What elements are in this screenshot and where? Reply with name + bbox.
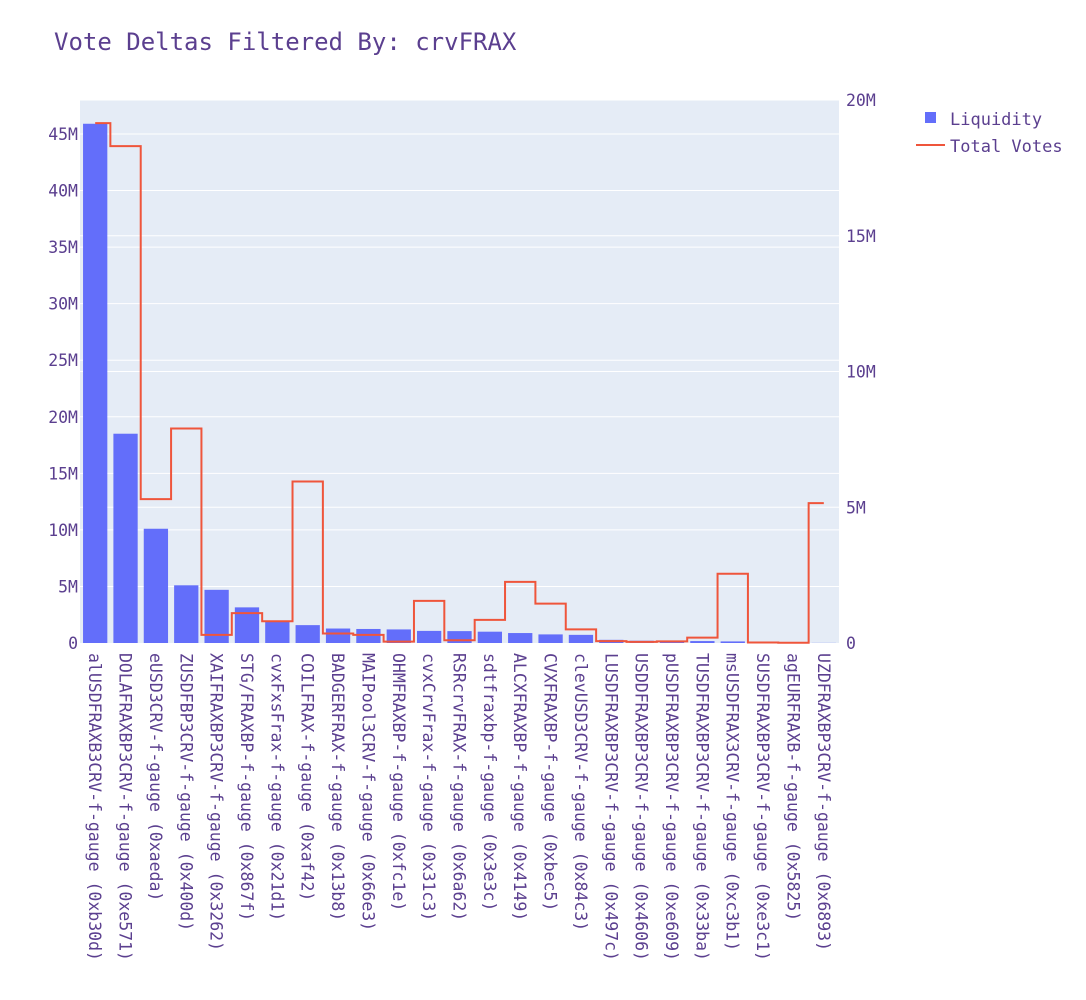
- x-tick-label: XAIFRAXBP3CRV-f-gauge (0x3262): [207, 653, 226, 951]
- y2-tick-label: 10M: [846, 363, 876, 382]
- liquidity-bar: [265, 621, 290, 643]
- total-votes-line: [95, 122, 824, 644]
- x-tick-label: USDDFRAXBP3CRV-f-gauge (0x4606): [632, 653, 651, 961]
- y-tick-label: 15M: [48, 464, 78, 483]
- y-tick-label: 20M: [48, 408, 78, 427]
- liquidity-bar: [720, 641, 745, 643]
- x-tick-label: alUSDFRAXB3CRV-f-gauge (0xb30d): [85, 653, 104, 961]
- grid: [80, 99, 839, 587]
- liquidity-bar: [325, 628, 351, 643]
- liquidity-bar: [447, 631, 472, 643]
- x-tick-label: OHMFRAXBP-f-gauge (0xfc1e): [389, 653, 408, 911]
- x-tick-label: cvxCrvFrax-f-gauge (0x31c3): [419, 653, 438, 921]
- bars: [83, 123, 836, 644]
- liquidity-bar: [83, 123, 108, 644]
- x-tick-label: agEURFRAXB-f-gauge (0x5825): [783, 653, 802, 921]
- x-tick-label: TUSDFRAXBP3CRV-f-gauge (0x33ba): [692, 653, 711, 961]
- liquidity-bar: [113, 433, 138, 643]
- y-tick-label: 40M: [48, 182, 78, 201]
- y2-tick-label: 5M: [846, 498, 866, 517]
- y2-tick-label: 0: [846, 634, 856, 653]
- x-tick-label: COILFRAX-f-gauge (0xaf42): [298, 653, 317, 901]
- y2-tick-label: 20M: [846, 91, 876, 110]
- x-tick-label: cvxFxsFrax-f-gauge (0x21d1): [267, 653, 286, 921]
- x-tick-label: sdtfraxbp-f-gauge (0x3e3c): [480, 653, 499, 911]
- x-tick-label: BADGERFRAX-f-gauge (0x13b8): [328, 653, 347, 921]
- x-tick-label: MAIPool3CRV-f-gauge (0x66e3): [358, 653, 377, 931]
- liquidity-bar: [386, 629, 411, 643]
- legend-total-votes-label[interactable]: Total Votes: [950, 137, 1063, 157]
- y-axis-ticks: 0 5M 10M 15M 20M 25M 30M 35M 40M 45M: [48, 125, 78, 653]
- x-tick-label: CVXFRAXBP-f-gauge (0xbec5): [541, 653, 560, 911]
- x-tick-label: clevUSD3CRV-f-gauge (0x84c3): [571, 653, 590, 931]
- chart-title: Vote Deltas Filtered By: crvFRAX: [54, 28, 517, 56]
- y2-tick-label: 15M: [846, 227, 876, 246]
- y-tick-label: 25M: [48, 351, 78, 370]
- y-tick-label: 5M: [58, 577, 78, 596]
- liquidity-bar: [356, 628, 381, 643]
- x-tick-label: ALCXFRAXBP-f-gauge (0x4149): [510, 653, 529, 921]
- liquidity-bar: [508, 633, 533, 643]
- total-votes-line-group: [95, 122, 824, 644]
- x-tick-label: RSRcrvFRAX-f-gauge (0x6a62): [450, 653, 469, 921]
- liquidity-bar: [538, 634, 563, 643]
- liquidity-bar: [568, 634, 594, 643]
- liquidity-bar: [295, 625, 320, 643]
- y-tick-label: 35M: [48, 238, 78, 257]
- x-tick-label: msUSDFRAX3CRV-f-gauge (0xc3b1): [723, 653, 742, 951]
- x-tick-label: DOLAFRAXBP3CRV-f-gauge (0xe571): [116, 653, 135, 961]
- legend-liquidity-swatch[interactable]: [925, 112, 936, 123]
- x-tick-label: STG/FRAXBP-f-gauge (0x867f): [237, 653, 256, 921]
- liquidity-bar: [174, 585, 199, 643]
- x-tick-label: UZDFRAXBP3CRV-f-gauge (0x6893): [814, 653, 833, 951]
- liquidity-bar: [143, 528, 169, 643]
- y2-axis-ticks: 0 5M 10M 15M 20M: [846, 91, 876, 653]
- y-tick-label: 10M: [48, 521, 78, 540]
- liquidity-bar: [690, 641, 715, 643]
- liquidity-bar: [477, 631, 503, 643]
- x-tick-label: ZUSDFBP3CRV-f-gauge (0x400d): [176, 653, 195, 931]
- liquidity-bar: [416, 630, 442, 643]
- x-tick-label: LUSDFRAXBP3CRV-f-gauge (0x497c): [601, 653, 620, 961]
- legend: Liquidity Total Votes: [916, 110, 1063, 157]
- legend-liquidity-label[interactable]: Liquidity: [950, 110, 1042, 130]
- y-tick-label: 45M: [48, 125, 78, 144]
- y-tick-label: 0: [68, 634, 78, 653]
- x-tick-label: SUSDFRAXBP3CRV-f-gauge (0xe3c1): [753, 653, 772, 961]
- x-axis-ticks: alUSDFRAXB3CRV-f-gauge (0xb30d) DOLAFRAXB…: [85, 653, 833, 961]
- x-tick-label: eUSD3CRV-f-gauge (0xaeda): [146, 653, 165, 901]
- y-tick-label: 30M: [48, 295, 78, 314]
- x-tick-label: pUSDFRAXBP3CRV-f-gauge (0xe609): [662, 653, 681, 961]
